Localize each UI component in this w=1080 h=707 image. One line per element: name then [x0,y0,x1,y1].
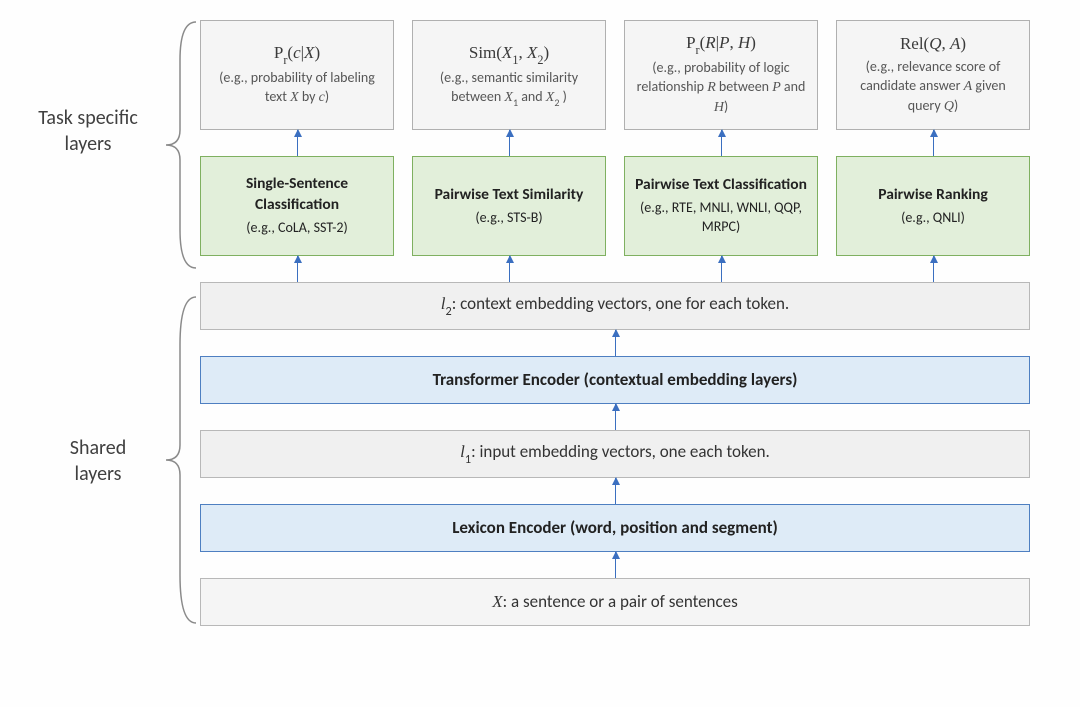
arrow-l1-lexicon [200,478,1030,504]
task-title-1: Single-Sentence Classification [207,174,387,216]
transformer-text: Transformer Encoder (contextual embeddin… [433,369,798,392]
arrow-up-icon [297,256,298,282]
output-desc-3: (e.g., probability of logic relationship… [631,59,811,118]
task-title-3: Pairwise Text Classification [635,175,807,196]
output-box-2: Sim(X1, X2) (e.g., semantic similarity b… [412,20,606,130]
outputs-row: Pr(c|X) (e.g., probability of labeling t… [200,20,1060,130]
input-text: X: a sentence or a pair of sentences [492,591,738,614]
brace-top [158,20,198,270]
task-box-2: Pairwise Text Similarity (e.g., STS-B) [412,156,606,256]
arrow-up-icon [721,130,722,156]
diagram-container: Pr(c|X) (e.g., probability of labeling t… [200,20,1060,626]
arrow-up-icon [721,256,722,282]
arrows-outputs-tasks [200,130,1030,156]
transformer-box: Transformer Encoder (contextual embeddin… [200,356,1030,404]
lexicon-box: Lexicon Encoder (word, position and segm… [200,504,1030,552]
output-desc-2: (e.g., semantic similarity between X1 an… [419,69,599,108]
l2-text: l2: context embedding vectors, one for e… [441,293,789,319]
arrows-tasks-l2 [200,256,1030,282]
arrow-up-icon [509,130,510,156]
output-box-1: Pr(c|X) (e.g., probability of labeling t… [200,20,394,130]
output-formula-2: Sim(X1, X2) [469,42,549,67]
label-text: Sharedlayers [70,436,126,486]
shared-layers-label: Sharedlayers [38,435,158,487]
task-box-4: Pairwise Ranking (e.g., QNLI) [836,156,1030,256]
l1-text: l1: input embedding vectors, one each to… [460,441,770,467]
l1-box: l1: input embedding vectors, one each to… [200,430,1030,478]
output-formula-3: Pr(R|P, H) [686,32,756,57]
arrow-up-icon [297,130,298,156]
task-title-2: Pairwise Text Similarity [435,185,584,206]
tasks-row: Single-Sentence Classification (e.g., Co… [200,156,1060,256]
output-formula-1: Pr(c|X) [274,42,320,67]
arrow-up-icon [509,256,510,282]
task-title-4: Pairwise Ranking [878,185,987,206]
input-box: X: a sentence or a pair of sentences [200,578,1030,626]
output-box-4: Rel(Q, A) (e.g., relevance score of cand… [836,20,1030,130]
label-text: Task specificlayers [38,106,138,156]
task-sub-4: (e.g., QNLI) [901,209,965,228]
arrow-up-icon [615,330,616,356]
arrow-up-icon [615,478,616,504]
arrow-transformer-l1 [200,404,1030,430]
task-box-3: Pairwise Text Classification (e.g., RTE,… [624,156,818,256]
task-box-1: Single-Sentence Classification (e.g., Co… [200,156,394,256]
output-box-3: Pr(R|P, H) (e.g., probability of logic r… [624,20,818,130]
lexicon-text: Lexicon Encoder (word, position and segm… [452,517,778,540]
output-desc-1: (e.g., probability of labeling text X by… [207,69,387,108]
arrow-up-icon [615,404,616,430]
task-sub-1: (e.g., CoLA, SST-2) [246,219,347,238]
arrow-lexicon-input [200,552,1030,578]
task-specific-label: Task specificlayers [18,105,158,157]
arrow-up-icon [933,130,934,156]
brace-bottom [158,295,198,625]
task-sub-3: (e.g., RTE, MNLI, WNLI, QQP, MRPC) [631,199,811,237]
arrow-l2-transformer [200,330,1030,356]
task-sub-2: (e.g., STS-B) [475,209,542,228]
arrow-up-icon [933,256,934,282]
output-formula-4: Rel(Q, A) [900,33,966,56]
l2-box: l2: context embedding vectors, one for e… [200,282,1030,330]
output-desc-4: (e.g., relevance score of candidate answ… [843,58,1023,117]
arrow-up-icon [615,552,616,578]
